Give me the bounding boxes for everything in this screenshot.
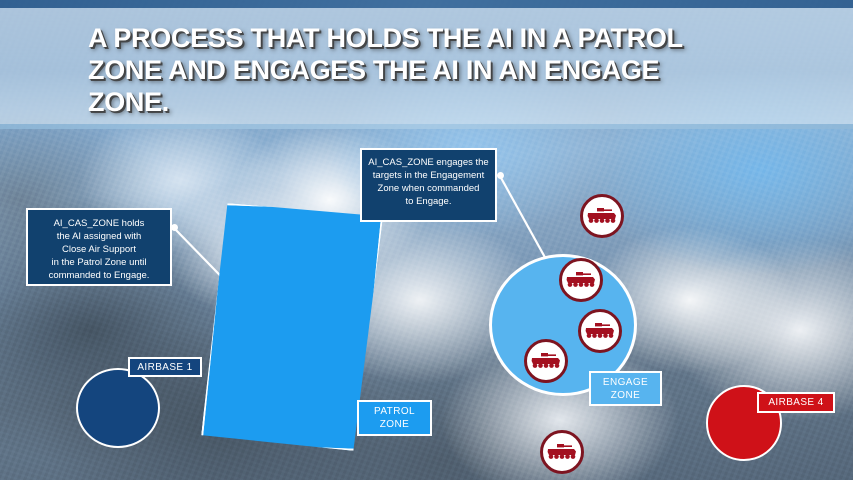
target-marker-1[interactable] bbox=[580, 194, 624, 238]
airbase-1-label[interactable]: AIRBASE 1 bbox=[128, 357, 202, 377]
connector-endpoint-engage-box bbox=[497, 172, 504, 179]
connector-endpoint-patrol-box bbox=[171, 224, 178, 231]
armored-vehicle-icon bbox=[531, 352, 561, 370]
target-marker-2[interactable] bbox=[559, 258, 603, 302]
armored-vehicle-icon bbox=[585, 322, 615, 340]
armored-vehicle-icon bbox=[587, 207, 617, 225]
target-marker-5[interactable] bbox=[540, 430, 584, 474]
target-marker-4[interactable] bbox=[524, 339, 568, 383]
airbase-4-label[interactable]: AIRBASE 4 bbox=[757, 392, 835, 413]
patrol-callout-box[interactable]: AI_CAS_ZONE holds the AI assigned with C… bbox=[26, 208, 172, 286]
engage-callout-box[interactable]: AI_CAS_ZONE engages the targets in the E… bbox=[360, 148, 497, 222]
armored-vehicle-icon bbox=[566, 271, 596, 289]
header-bottom-rule bbox=[0, 124, 853, 129]
patrol-zone-label[interactable]: PATROL ZONE bbox=[357, 400, 432, 436]
page-title: A PROCESS THAT HOLDS THE AI IN A PATROL … bbox=[88, 23, 683, 117]
armored-vehicle-icon bbox=[547, 443, 577, 461]
top-accent-rule bbox=[0, 0, 853, 8]
airbase-1-marker[interactable] bbox=[76, 368, 160, 448]
title-band bbox=[0, 8, 853, 124]
target-marker-3[interactable] bbox=[578, 309, 622, 353]
engage-zone-label[interactable]: ENGAGE ZONE bbox=[589, 371, 662, 406]
